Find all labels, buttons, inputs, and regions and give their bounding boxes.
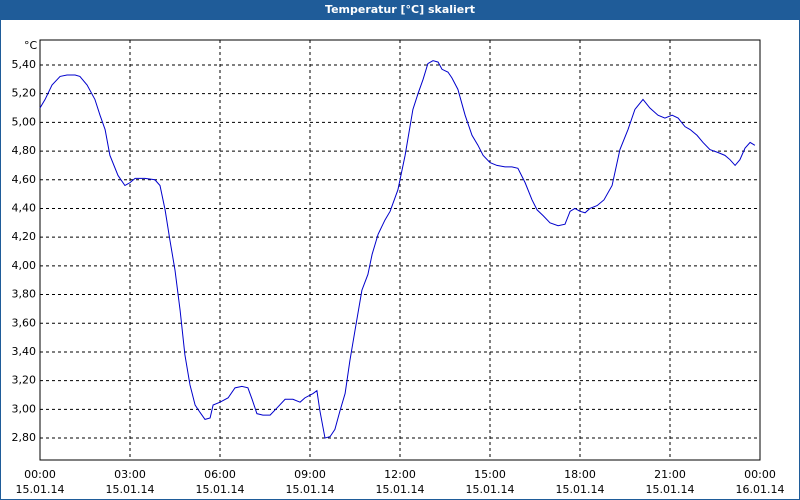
y-tick-label: 5,20 <box>12 87 37 100</box>
x-tick-label: 15:00 <box>474 468 506 481</box>
x-tick-date: 15.01.14 <box>556 483 605 496</box>
y-tick-label: 3,00 <box>12 402 37 415</box>
y-tick-label: 3,80 <box>12 288 37 301</box>
x-tick-date: 15.01.14 <box>466 483 515 496</box>
temperature-line <box>39 60 756 439</box>
x-tick-label: 21:00 <box>654 468 686 481</box>
y-tick-label: 2,80 <box>12 431 37 444</box>
x-tick-label: 00:00 <box>24 468 56 481</box>
y-tick-label: 3,40 <box>12 345 37 358</box>
x-tick-label: 06:00 <box>204 468 236 481</box>
x-tick-label: 00:00 <box>744 468 776 481</box>
window-title: Temperatur [°C] skaliert <box>325 3 475 16</box>
x-tick-date: 16.01.14 <box>736 483 785 496</box>
y-tick-label: 3,60 <box>12 316 37 329</box>
x-tick-date: 15.01.14 <box>376 483 425 496</box>
y-tick-label: 4,20 <box>12 230 37 243</box>
title-bar <box>0 0 800 20</box>
x-tick-label: 09:00 <box>294 468 326 481</box>
y-tick-label: 5,40 <box>12 58 37 71</box>
x-tick-date: 15.01.14 <box>196 483 245 496</box>
x-tick-date: 15.01.14 <box>646 483 695 496</box>
x-tick-label: 12:00 <box>384 468 416 481</box>
x-tick-label: 03:00 <box>114 468 146 481</box>
y-tick-label: 4,40 <box>12 201 37 214</box>
y-tick-label: 5,00 <box>12 115 37 128</box>
x-tick-date: 15.01.14 <box>16 483 65 496</box>
y-tick-label: 4,80 <box>12 144 37 157</box>
x-tick-date: 15.01.14 <box>286 483 335 496</box>
y-unit: °C <box>24 39 38 52</box>
x-tick-date: 15.01.14 <box>106 483 155 496</box>
y-tick-label: 4,60 <box>12 173 37 186</box>
y-tick-label: 4,00 <box>12 259 37 272</box>
y-tick-label: 3,20 <box>12 374 37 387</box>
x-tick-label: 18:00 <box>564 468 596 481</box>
